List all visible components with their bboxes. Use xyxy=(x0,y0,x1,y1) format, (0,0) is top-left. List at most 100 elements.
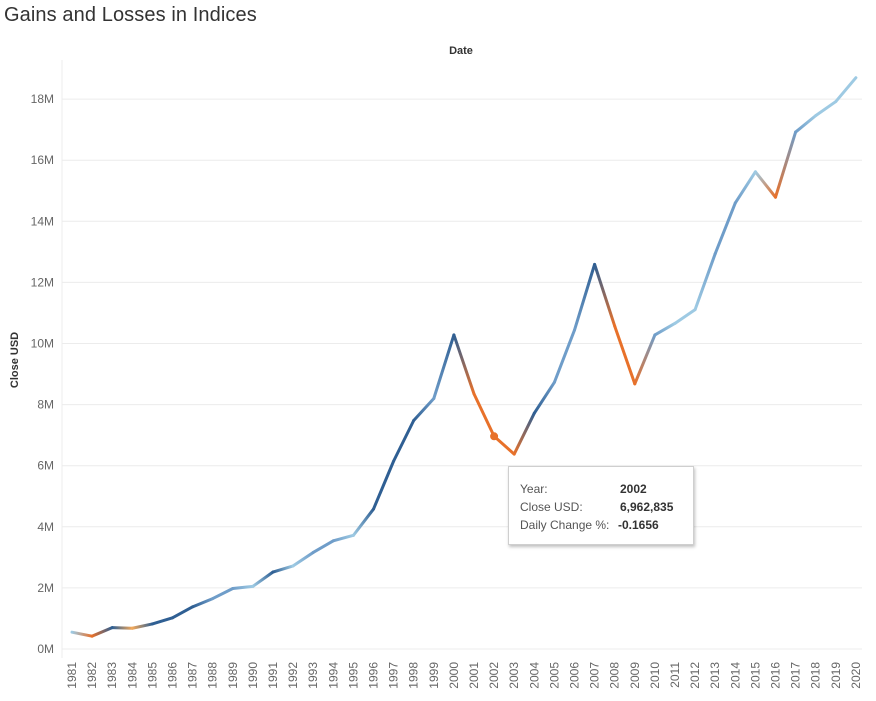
tooltip-year-label: Year: xyxy=(520,482,548,496)
line-segment[interactable] xyxy=(351,507,375,537)
line-segment[interactable] xyxy=(492,434,516,456)
y-tick-label: 0M xyxy=(37,642,54,656)
y-tick-label: 6M xyxy=(37,459,54,473)
y-tick-label: 10M xyxy=(31,337,54,351)
x-tick-label: 1990 xyxy=(246,662,260,689)
x-tick-label: 1982 xyxy=(85,662,99,689)
x-tick-label: 2014 xyxy=(728,662,742,689)
tooltip-close-label: Close USD: xyxy=(520,500,583,514)
line-segment[interactable] xyxy=(693,252,717,312)
x-tick-label: 2000 xyxy=(447,662,461,689)
line-segment[interactable] xyxy=(834,76,858,104)
grid-lines xyxy=(61,60,862,658)
line-segment[interactable] xyxy=(251,570,275,588)
x-tick-label: 1997 xyxy=(387,662,401,689)
line-segment[interactable] xyxy=(211,587,235,601)
x-tick-label: 2011 xyxy=(668,662,682,688)
x-tick-label: 1986 xyxy=(166,662,180,689)
y-tick-label: 12M xyxy=(31,275,54,289)
y-tick-label: 18M xyxy=(31,92,54,106)
x-tick-label: 1999 xyxy=(427,662,441,689)
line-segment[interactable] xyxy=(733,170,757,205)
line-segment[interactable] xyxy=(150,616,174,626)
line-segment[interactable] xyxy=(532,380,556,415)
line-segment[interactable] xyxy=(90,626,114,638)
x-tick-label: 2017 xyxy=(789,662,803,689)
line-segment[interactable] xyxy=(633,333,657,386)
x-tick-label: 2015 xyxy=(748,662,762,689)
x-tick-label: 2001 xyxy=(467,662,481,689)
line-segment[interactable] xyxy=(412,396,436,422)
x-tick-label: 2019 xyxy=(829,662,843,689)
x-tick-label: 2009 xyxy=(628,662,642,689)
y-axis-ticks: 0M 2M 4M 6M 8M 10M 12M 14M 16M 18M xyxy=(31,92,54,656)
line-segment[interactable] xyxy=(110,626,134,630)
x-tick-label: 2020 xyxy=(849,662,863,689)
tooltip-change-label: Daily Change %: xyxy=(520,518,610,532)
line-segment[interactable] xyxy=(673,308,697,325)
y-tick-label: 2M xyxy=(37,581,54,595)
x-tick-label: 1981 xyxy=(65,662,79,689)
line-segment[interactable] xyxy=(432,333,456,400)
line-segment[interactable] xyxy=(171,605,195,620)
x-tick-label: 2018 xyxy=(809,662,823,689)
x-tick-label: 1992 xyxy=(286,662,300,689)
line-segment[interactable] xyxy=(70,630,94,638)
line-segment[interactable] xyxy=(271,564,295,574)
x-tick-label: 2012 xyxy=(688,662,702,689)
x-tick-label: 1991 xyxy=(266,662,280,689)
line-segment[interactable] xyxy=(593,262,617,328)
x-tick-label: 1988 xyxy=(206,662,220,689)
x-tick-label: 1994 xyxy=(326,662,340,689)
tooltip-year-value: 2002 xyxy=(620,482,647,496)
line-segment[interactable] xyxy=(472,392,496,438)
x-tick-label: 2008 xyxy=(608,662,622,689)
line-segment[interactable] xyxy=(311,539,335,554)
line-segment[interactable] xyxy=(713,201,737,256)
chart-title: Gains and Losses in Indices xyxy=(4,4,257,26)
line-segment[interactable] xyxy=(613,324,637,386)
x-tick-label: 1985 xyxy=(145,662,159,689)
line-segment[interactable] xyxy=(231,584,255,591)
x-tick-label: 2004 xyxy=(527,662,541,689)
line-segment[interactable] xyxy=(794,114,818,134)
x-tick-label: 2005 xyxy=(547,662,561,689)
x-axis-ticks: 1981 1982 1983 1984 1985 1986 1987 1988 1989 1990… xyxy=(65,662,863,689)
y-tick-label: 14M xyxy=(31,214,54,228)
x-tick-label: 1987 xyxy=(186,662,200,689)
x-tick-label: 1984 xyxy=(125,662,139,689)
line-segment[interactable] xyxy=(452,333,476,396)
x-tick-label: 2007 xyxy=(588,662,602,689)
line-segment[interactable] xyxy=(392,418,416,463)
x-tick-label: 2003 xyxy=(507,662,521,689)
x-tick-label: 2006 xyxy=(568,662,582,689)
highlighted-point[interactable] xyxy=(490,432,499,441)
x-tick-label: 1983 xyxy=(105,662,119,689)
line-segment[interactable] xyxy=(774,130,798,199)
tooltip-close-value: 6,962,835 xyxy=(620,500,674,514)
line-segment[interactable] xyxy=(191,597,215,609)
close-usd-series xyxy=(70,76,858,638)
line-segment[interactable] xyxy=(130,622,154,630)
x-tick-label: 2013 xyxy=(708,662,722,689)
line-segment[interactable] xyxy=(653,321,677,337)
line-segment[interactable] xyxy=(573,262,597,332)
line-segment[interactable] xyxy=(753,170,777,199)
x-tick-label: 1998 xyxy=(407,662,421,689)
x-axis-title: Date xyxy=(449,45,473,57)
y-tick-label: 8M xyxy=(37,398,54,412)
line-segment[interactable] xyxy=(291,550,315,568)
y-axis-title: Close USD xyxy=(9,332,21,388)
line-segment[interactable] xyxy=(331,533,355,543)
line-segment[interactable] xyxy=(372,459,396,511)
y-tick-label: 4M xyxy=(37,520,54,534)
x-tick-label: 1996 xyxy=(367,662,381,689)
y-tick-label: 16M xyxy=(31,153,54,167)
x-tick-label: 2016 xyxy=(769,662,783,689)
x-tick-label: 1993 xyxy=(306,662,320,689)
line-segment[interactable] xyxy=(512,411,536,456)
highlight-markers xyxy=(490,432,499,441)
line-segment[interactable] xyxy=(552,328,576,384)
line-segment[interactable] xyxy=(814,100,838,118)
